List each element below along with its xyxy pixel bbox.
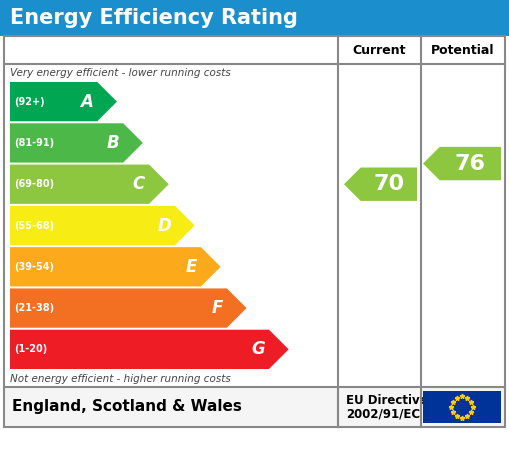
Text: G: G	[251, 340, 265, 358]
Text: Very energy efficient - lower running costs: Very energy efficient - lower running co…	[10, 68, 231, 78]
Text: EU Directive: EU Directive	[346, 394, 428, 406]
Text: C: C	[133, 175, 145, 193]
Text: Current: Current	[353, 43, 406, 57]
Bar	[4, 36, 505, 427]
Text: B: B	[106, 134, 119, 152]
Polygon shape	[10, 330, 289, 369]
Text: Energy Efficiency Rating: Energy Efficiency Rating	[10, 8, 298, 28]
Text: E: E	[186, 258, 197, 276]
Text: Not energy efficient - higher running costs: Not energy efficient - higher running co…	[10, 374, 231, 384]
Text: England, Scotland & Wales: England, Scotland & Wales	[12, 399, 242, 415]
Text: Potential: Potential	[431, 43, 495, 57]
Polygon shape	[10, 206, 194, 245]
Text: (81-91): (81-91)	[14, 138, 54, 148]
Text: (92+): (92+)	[14, 97, 45, 106]
Text: (55-68): (55-68)	[14, 220, 54, 231]
Text: (21-38): (21-38)	[14, 303, 54, 313]
Polygon shape	[423, 147, 501, 180]
Text: D: D	[157, 217, 171, 234]
Text: 70: 70	[373, 174, 405, 194]
Polygon shape	[10, 164, 169, 204]
Text: F: F	[212, 299, 223, 317]
Text: (39-54): (39-54)	[14, 262, 54, 272]
Polygon shape	[10, 123, 143, 163]
Bar	[0, 0, 509, 36]
Text: 2002/91/EC: 2002/91/EC	[346, 408, 420, 420]
Text: A: A	[80, 92, 93, 111]
Polygon shape	[10, 82, 117, 121]
Text: 76: 76	[455, 154, 486, 174]
Polygon shape	[10, 289, 246, 328]
Text: (1-20): (1-20)	[14, 344, 47, 354]
Polygon shape	[344, 168, 417, 201]
Bar	[423, 391, 501, 423]
Text: (69-80): (69-80)	[14, 179, 54, 189]
Polygon shape	[10, 247, 220, 286]
Bar	[4, 387, 505, 427]
